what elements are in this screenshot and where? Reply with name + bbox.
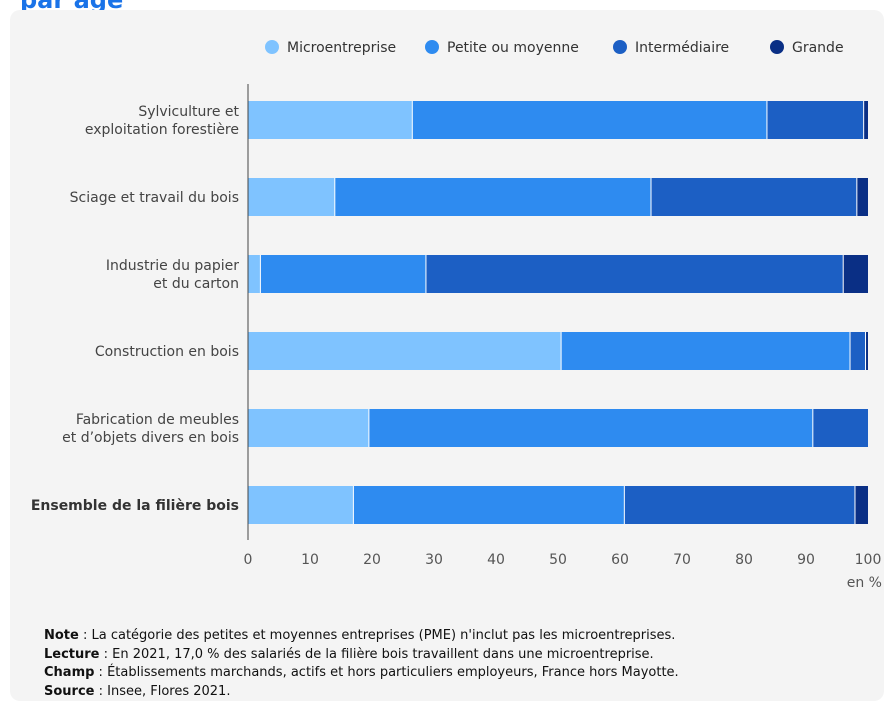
bar-segment-0-2 bbox=[766, 101, 864, 139]
x-tick-0: 0 bbox=[244, 552, 253, 568]
bar-segment-4-0 bbox=[248, 409, 369, 447]
category-label-0: Sylviculture et exploitation forestière bbox=[85, 104, 240, 138]
category-labels: Sylviculture et exploitation forestière Sc… bbox=[31, 104, 240, 514]
bar-segment-0-1 bbox=[412, 101, 767, 139]
legend-label-1: Petite ou moyenne bbox=[447, 40, 579, 56]
bar-segment-5-2 bbox=[624, 486, 855, 524]
x-tick-4: 40 bbox=[487, 552, 505, 568]
category-label-4: Fabrication de meubles et d’objets divers… bbox=[62, 412, 239, 446]
category-label-2: Industrie du papier et du carton bbox=[106, 258, 239, 292]
category-label-5: Ensemble de la filière bois bbox=[31, 498, 239, 514]
bar-segment-0-3 bbox=[863, 101, 868, 139]
category-label-3: Construction en bois bbox=[95, 344, 239, 360]
bar-segment-4-2 bbox=[812, 409, 868, 447]
bar-segment-2-0 bbox=[248, 255, 261, 293]
x-tick-1: 10 bbox=[301, 552, 319, 568]
x-tick-3: 30 bbox=[425, 552, 443, 568]
bar-segment-3-2 bbox=[850, 332, 866, 370]
legend-label-3: Grande bbox=[792, 40, 844, 56]
x-tick-10: 100 bbox=[855, 552, 882, 568]
bar-segment-3-0 bbox=[248, 332, 562, 370]
bar-segment-3-3 bbox=[865, 332, 868, 370]
x-unit-label: en % bbox=[847, 575, 882, 591]
bar-segment-1-3 bbox=[856, 178, 868, 216]
legend-label-2: Intermédiaire bbox=[635, 40, 729, 56]
x-tick-6: 60 bbox=[611, 552, 629, 568]
x-tick-7: 70 bbox=[673, 552, 691, 568]
x-tick-5: 50 bbox=[549, 552, 567, 568]
x-axis: 0 10 20 30 40 50 60 70 80 90 100 en % bbox=[244, 84, 882, 591]
bar-segment-1-1 bbox=[334, 178, 651, 216]
legend: Microentreprise Petite ou moyenne Interméd… bbox=[265, 40, 844, 56]
bar-segment-5-3 bbox=[854, 486, 868, 524]
note-line-note: Note : La catégorie des petites et moyen… bbox=[44, 628, 676, 643]
bars bbox=[248, 101, 868, 524]
bar-segment-4-1 bbox=[368, 409, 813, 447]
bar-segment-1-0 bbox=[248, 178, 335, 216]
chart-panel: Microentreprise Petite ou moyenne Interméd… bbox=[10, 10, 884, 701]
bar-segment-5-1 bbox=[353, 486, 625, 524]
legend-swatch-0 bbox=[265, 40, 279, 54]
stacked-bar-chart: Microentreprise Petite ou moyenne Interméd… bbox=[31, 40, 882, 591]
bar-segment-0-0 bbox=[248, 101, 413, 139]
bar-segment-2-3 bbox=[843, 255, 868, 293]
legend-swatch-1 bbox=[425, 40, 439, 54]
bar-segment-3-1 bbox=[561, 332, 851, 370]
bar-segment-2-2 bbox=[425, 255, 844, 293]
note-line-champ: Champ : Établissements marchands, actifs… bbox=[44, 665, 679, 680]
bar-segment-1-2 bbox=[651, 178, 857, 216]
note-line-source: Source : Insee, Flores 2021. bbox=[44, 683, 231, 699]
legend-swatch-2 bbox=[613, 40, 627, 54]
category-label-1: Sciage et travail du bois bbox=[70, 190, 239, 206]
note-line-lecture: Lecture : En 2021, 17,0 % des salariés d… bbox=[44, 646, 654, 662]
x-tick-9: 90 bbox=[797, 552, 815, 568]
legend-label-0: Microentreprise bbox=[287, 40, 396, 56]
x-tick-8: 80 bbox=[735, 552, 753, 568]
legend-swatch-3 bbox=[770, 40, 784, 54]
x-tick-2: 20 bbox=[363, 552, 381, 568]
bar-segment-2-1 bbox=[260, 255, 426, 293]
notes: Note : La catégorie des petites et moyen… bbox=[44, 627, 679, 701]
bar-segment-5-0 bbox=[248, 486, 354, 524]
